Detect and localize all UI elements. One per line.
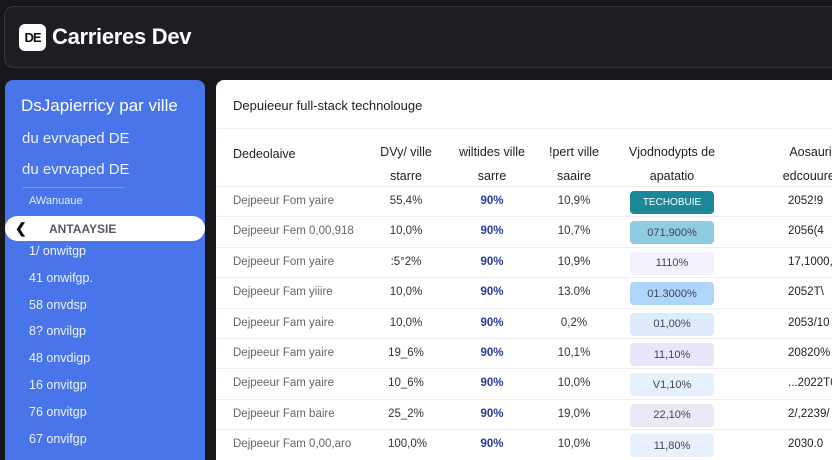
table-cell: Dejpeeur Fam 0,00,aro	[233, 438, 352, 451]
sidebar-subtitle[interactable]: du evrvaped DE	[22, 161, 130, 178]
app-title: Carrieres Dev	[52, 24, 192, 49]
status-badge: V1,10%	[630, 373, 714, 397]
table-cell: Dejpeeur Fom yaire	[233, 255, 334, 268]
table-cell: 10,0%	[557, 438, 591, 451]
table-cell: 2052!9	[788, 195, 824, 207]
column-header: !pert ville saaire	[548, 145, 600, 183]
status-badge: TECHOBUIE	[630, 191, 714, 214]
table-cell: 90%	[480, 255, 504, 268]
sidebar-title: DsJapierricy par ville	[21, 96, 178, 115]
sidebar-item[interactable]: 58 onvdsp	[29, 298, 87, 312]
table-cell: 10,0%	[389, 225, 423, 238]
table-cell: 2030.0	[788, 438, 824, 451]
status-badge: 22,10%	[630, 403, 714, 427]
table-cell: 19,0%	[557, 407, 591, 420]
app-header: DE Carrieres Dev	[4, 6, 832, 68]
table-cell: 90%	[480, 225, 504, 238]
table-cell: 2/,2239/	[788, 407, 830, 420]
sidebar-item[interactable]: 76 onvitgp	[29, 405, 87, 419]
table-cell: 55,4%	[389, 195, 423, 207]
sidebar-item[interactable]: 41 onwifgp.	[29, 271, 93, 285]
table-cell: 10,0%	[557, 377, 591, 390]
table-cell: 20820%	[788, 347, 831, 359]
table-row[interactable]: Dejpeeur Fom yaire 55,4% 90% 10,9% TECHOBUIE…	[216, 186, 832, 216]
table-cell: Dejpeeur Fam yaire	[233, 377, 334, 390]
column-header: Vjodnodypts de apatatio	[628, 145, 716, 183]
table-cell: 90%	[480, 316, 504, 329]
column-header: wiltides ville sarre	[459, 145, 525, 183]
table-cell: 10,0%	[389, 316, 423, 329]
status-badge: 11,80%	[630, 434, 714, 458]
table-cell: 100,0%	[388, 438, 428, 451]
sidebar-section-label: AWanuaue	[29, 195, 83, 207]
sidebar-item[interactable]: 48 onvdigp	[29, 351, 91, 365]
status-badge: 01.3000%	[630, 282, 714, 306]
table-cell: Dejpeeur Fem 0,00,918	[233, 225, 354, 238]
table-row[interactable]: Dejpeeur Fam yaire 10,0% 90% 0,2% 01,00% 2053…	[216, 307, 832, 338]
status-badge: 01,00%	[630, 312, 714, 336]
table-cell: 90%	[480, 438, 504, 451]
table-cell: Dejpeeur Fam yiiire	[233, 286, 333, 299]
table-cell: 2056(4	[788, 225, 824, 238]
sidebar: DsJapierricy par ville du evrvaped DE du…	[5, 80, 205, 460]
table-cell: :5°2%	[390, 255, 422, 268]
column-header: DVy/ ville starre	[380, 145, 432, 183]
column-header: Aosaurio edcouurerit	[782, 145, 832, 183]
table-cell: 10,9%	[557, 255, 591, 268]
sidebar-item[interactable]: 67 onvifgp	[29, 432, 87, 446]
table-cell: Dejpeeur Fam yaire	[233, 347, 334, 359]
divider	[216, 128, 832, 129]
table-row[interactable]: Dejpeeur Fem 0,00,918 10,0% 90% 10,7% 071,90…	[216, 216, 832, 246]
table-cell: 0,2%	[560, 316, 588, 329]
table-cell: Dejpeeur Fam baire	[233, 407, 335, 420]
status-badge: 071,900%	[630, 221, 714, 245]
table-cell: 10,1%	[557, 347, 591, 359]
table-cell: 13.0%	[557, 286, 591, 299]
table-cell: ...2022T0	[788, 377, 832, 390]
table-cell: 10,0%	[389, 286, 423, 299]
table-row[interactable]: Dejpeeur Fom yaire :5°2% 90% 10,9% 1110% 17,1…	[216, 246, 832, 277]
table-row[interactable]: Dejpeeur Fam yaire 19_6% 90% 10,1% 11,10% 208…	[216, 338, 832, 368]
table-cell: 90%	[480, 286, 504, 299]
table-cell: 10_6%	[388, 377, 424, 390]
status-badge: 11,10%	[630, 343, 714, 366]
table-row[interactable]: Dejpeeur Fam yaire 10_6% 90% 10,0% V1,10%...…	[216, 368, 832, 398]
main-panel: Depuieeur full-stack technolouge Dedeola…	[216, 80, 832, 460]
page-title: Depuieeur full-stack technolouge	[233, 98, 423, 113]
table-cell: 25_2%	[388, 407, 424, 420]
table-cell: 19_6%	[388, 347, 424, 359]
table-cell: 90%	[480, 377, 504, 390]
table-row[interactable]: Dejpeeur Fam 0,00,aro 100,0% 90% 10,0% 11,80…	[216, 429, 832, 459]
table-cell: 90%	[480, 347, 504, 359]
status-badge: 1110%	[630, 251, 714, 275]
table-cell: Dejpeeur Fom yaire	[233, 195, 334, 207]
sidebar-item-label: ANTAAYSIE	[49, 221, 117, 236]
chevron-left-icon[interactable]: ❮	[15, 220, 27, 236]
sidebar-item[interactable]: 1/ onwitgp	[29, 244, 86, 258]
sidebar-item[interactable]: 8? onvilgp	[29, 324, 86, 338]
sidebar-divider	[22, 187, 125, 188]
table-cell: 2053/10	[788, 316, 830, 329]
table-cell: 90%	[480, 407, 504, 420]
table-cell: 10,7%	[557, 225, 591, 238]
table-cell: 90%	[480, 195, 504, 207]
app-logo: DE	[19, 23, 46, 51]
sidebar-item-active[interactable]: ❮ ANTAAYSIE	[5, 216, 205, 241]
table-row[interactable]: Dejpeeur Fam yiiire 10,0% 90% 13.0% 01.3000%…	[216, 277, 832, 307]
table-cell: 10,9%	[557, 195, 591, 207]
table-cell: 17,1000,0	[788, 255, 832, 268]
table-cell: 2052T\	[788, 286, 824, 299]
sidebar-item[interactable]: 16 onvitgp	[29, 378, 87, 392]
table-row[interactable]: Dejpeeur Fam baire 25_2% 90% 19,0% 22,10% 2/,…	[216, 398, 832, 429]
sidebar-subtitle[interactable]: du evrvaped DE	[22, 130, 130, 147]
table-cell: Dejpeeur Fam yaire	[233, 316, 334, 329]
column-header: Dedeolaive	[233, 147, 296, 161]
